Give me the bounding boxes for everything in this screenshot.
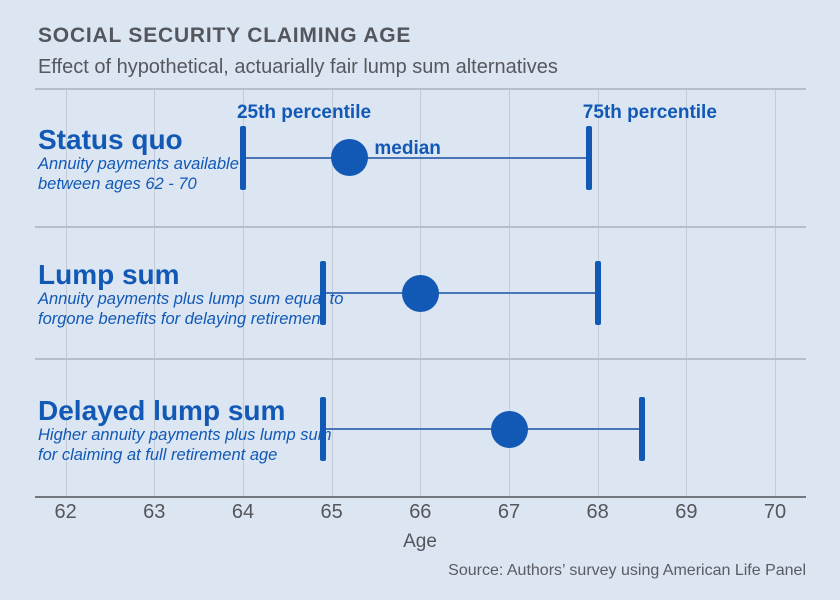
median-annotation: median [374,138,441,159]
x-tick-label: 68 [586,501,609,523]
x-axis-label: Age [403,531,437,552]
x-tick-label: 65 [320,501,343,523]
p25-tick [239,125,246,190]
p25-tick [319,397,326,461]
x-tick-label: 63 [143,501,166,523]
gridline-age-62 [65,88,67,496]
row-separator [35,225,806,228]
interquartile-range-line [322,292,598,294]
row-separator [35,88,806,90]
gridline-age-70 [775,88,777,496]
interquartile-range-line [322,428,642,430]
row-description-line: between ages 62 - 70 [38,174,197,193]
row-separator [35,358,806,360]
x-tick-label: 64 [231,501,255,523]
p75-tick [639,397,646,461]
x-tick-label: 69 [675,501,698,523]
x-tick-label: 66 [409,501,432,523]
p75-tick [594,261,601,325]
page-title: SOCIAL SECURITY CLAIMING AGE [38,24,412,47]
source-note: Source: Authors’ survey using American L… [448,562,806,579]
x-tick-label: 62 [54,501,77,523]
row-description-line: Annuity payments available [38,154,239,173]
x-tick-label: 67 [497,501,521,523]
row-description-line: Annuity payments plus lump sum equal to [38,290,344,308]
gridline-age-67 [509,88,510,496]
row-description-line: forgone benefits for delaying retirement [38,310,326,328]
p75-annotation: 75th percentile [582,102,717,123]
gridline-age-63 [154,88,156,496]
row-description-line: Higher annuity payments plus lump sum [38,426,332,444]
row-label: Lump sum [38,259,180,290]
median-dot [330,139,368,176]
p25-tick [319,261,326,325]
row-description-line: for claiming at full retirement age [38,446,278,464]
gridline-age-64 [242,88,244,496]
median-dot [401,274,439,312]
p25-annotation: 25th percentile [236,102,372,123]
x-axis-line [35,495,806,498]
page-subtitle: Effect of hypothetical, actuarially fair… [38,56,558,78]
row-label: Delayed lump sum [38,395,286,426]
gridline-age-65 [331,88,333,496]
p75-tick [585,125,592,190]
x-tick-label: 70 [763,501,787,523]
interquartile-range-line [242,156,589,159]
gridline-age-69 [686,88,688,496]
median-dot [490,410,528,448]
row-label: Status quo [38,123,183,155]
